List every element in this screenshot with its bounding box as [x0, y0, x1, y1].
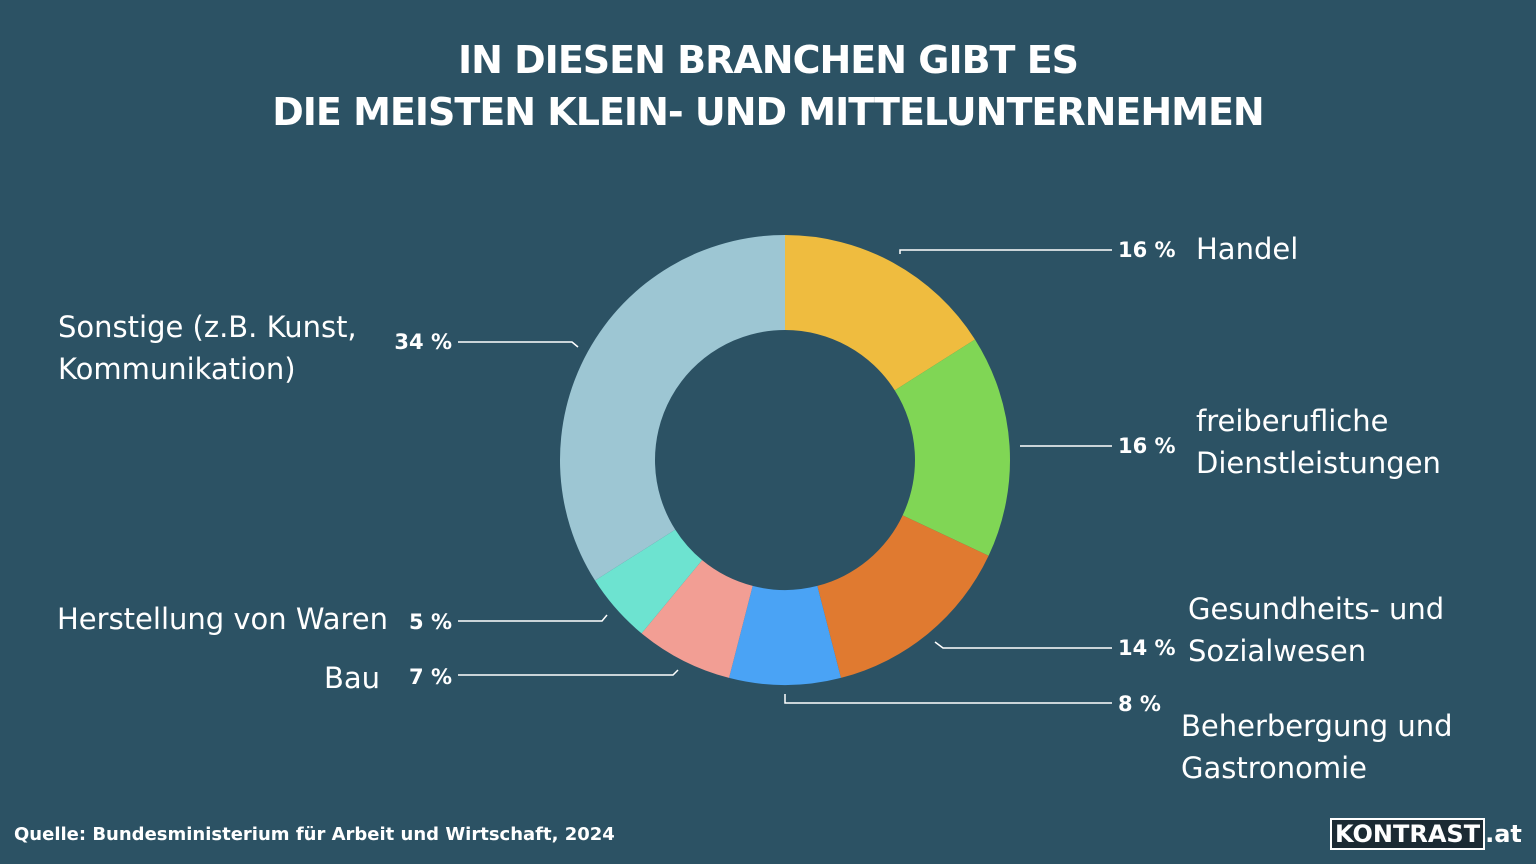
category-label: Beherbergung und Gastronomie — [1181, 709, 1453, 785]
logo-suffix: .at — [1485, 820, 1522, 848]
value-label: 7 % — [409, 665, 452, 689]
title-line: DIE MEISTEN KLEIN- UND MITTELUNTERNEHMEN — [272, 90, 1264, 134]
logo: KONTRAST .at — [1330, 818, 1522, 850]
value-label: 14 % — [1118, 636, 1176, 660]
slice — [785, 235, 975, 391]
logo-box: KONTRAST — [1330, 818, 1486, 850]
slice — [560, 235, 785, 581]
category-label: Handel — [1196, 232, 1299, 266]
value-label: 34 % — [394, 330, 452, 354]
category-label: Bau — [323, 661, 380, 695]
value-label: 16 % — [1118, 434, 1176, 458]
leader-line — [458, 614, 608, 622]
category-label: Gesundheits- und Sozialwesen — [1188, 592, 1445, 668]
leader-line — [458, 669, 679, 676]
leader-line — [458, 341, 579, 348]
slice — [641, 560, 753, 678]
value-label: 16 % — [1118, 238, 1176, 262]
leader-line — [934, 641, 1112, 649]
slice — [729, 585, 841, 686]
value-label: 5 % — [409, 610, 452, 634]
source: Quelle: Bundesministerium für Arbeit und… — [14, 824, 615, 845]
slice — [595, 529, 703, 634]
category-label: Herstellung von Waren — [57, 602, 388, 636]
leader-line — [899, 249, 1112, 254]
category-label: freiberufliche Dienstleistungen — [1196, 404, 1441, 480]
category-label: Sonstige (z.B. Kunst, Kommunikation) — [58, 310, 357, 386]
slice — [817, 515, 989, 678]
title-line: IN DIESEN BRANCHEN GIBT ES — [457, 38, 1079, 82]
value-label: 8 % — [1118, 692, 1161, 716]
slice — [894, 339, 1010, 556]
leader-line — [784, 694, 1112, 704]
